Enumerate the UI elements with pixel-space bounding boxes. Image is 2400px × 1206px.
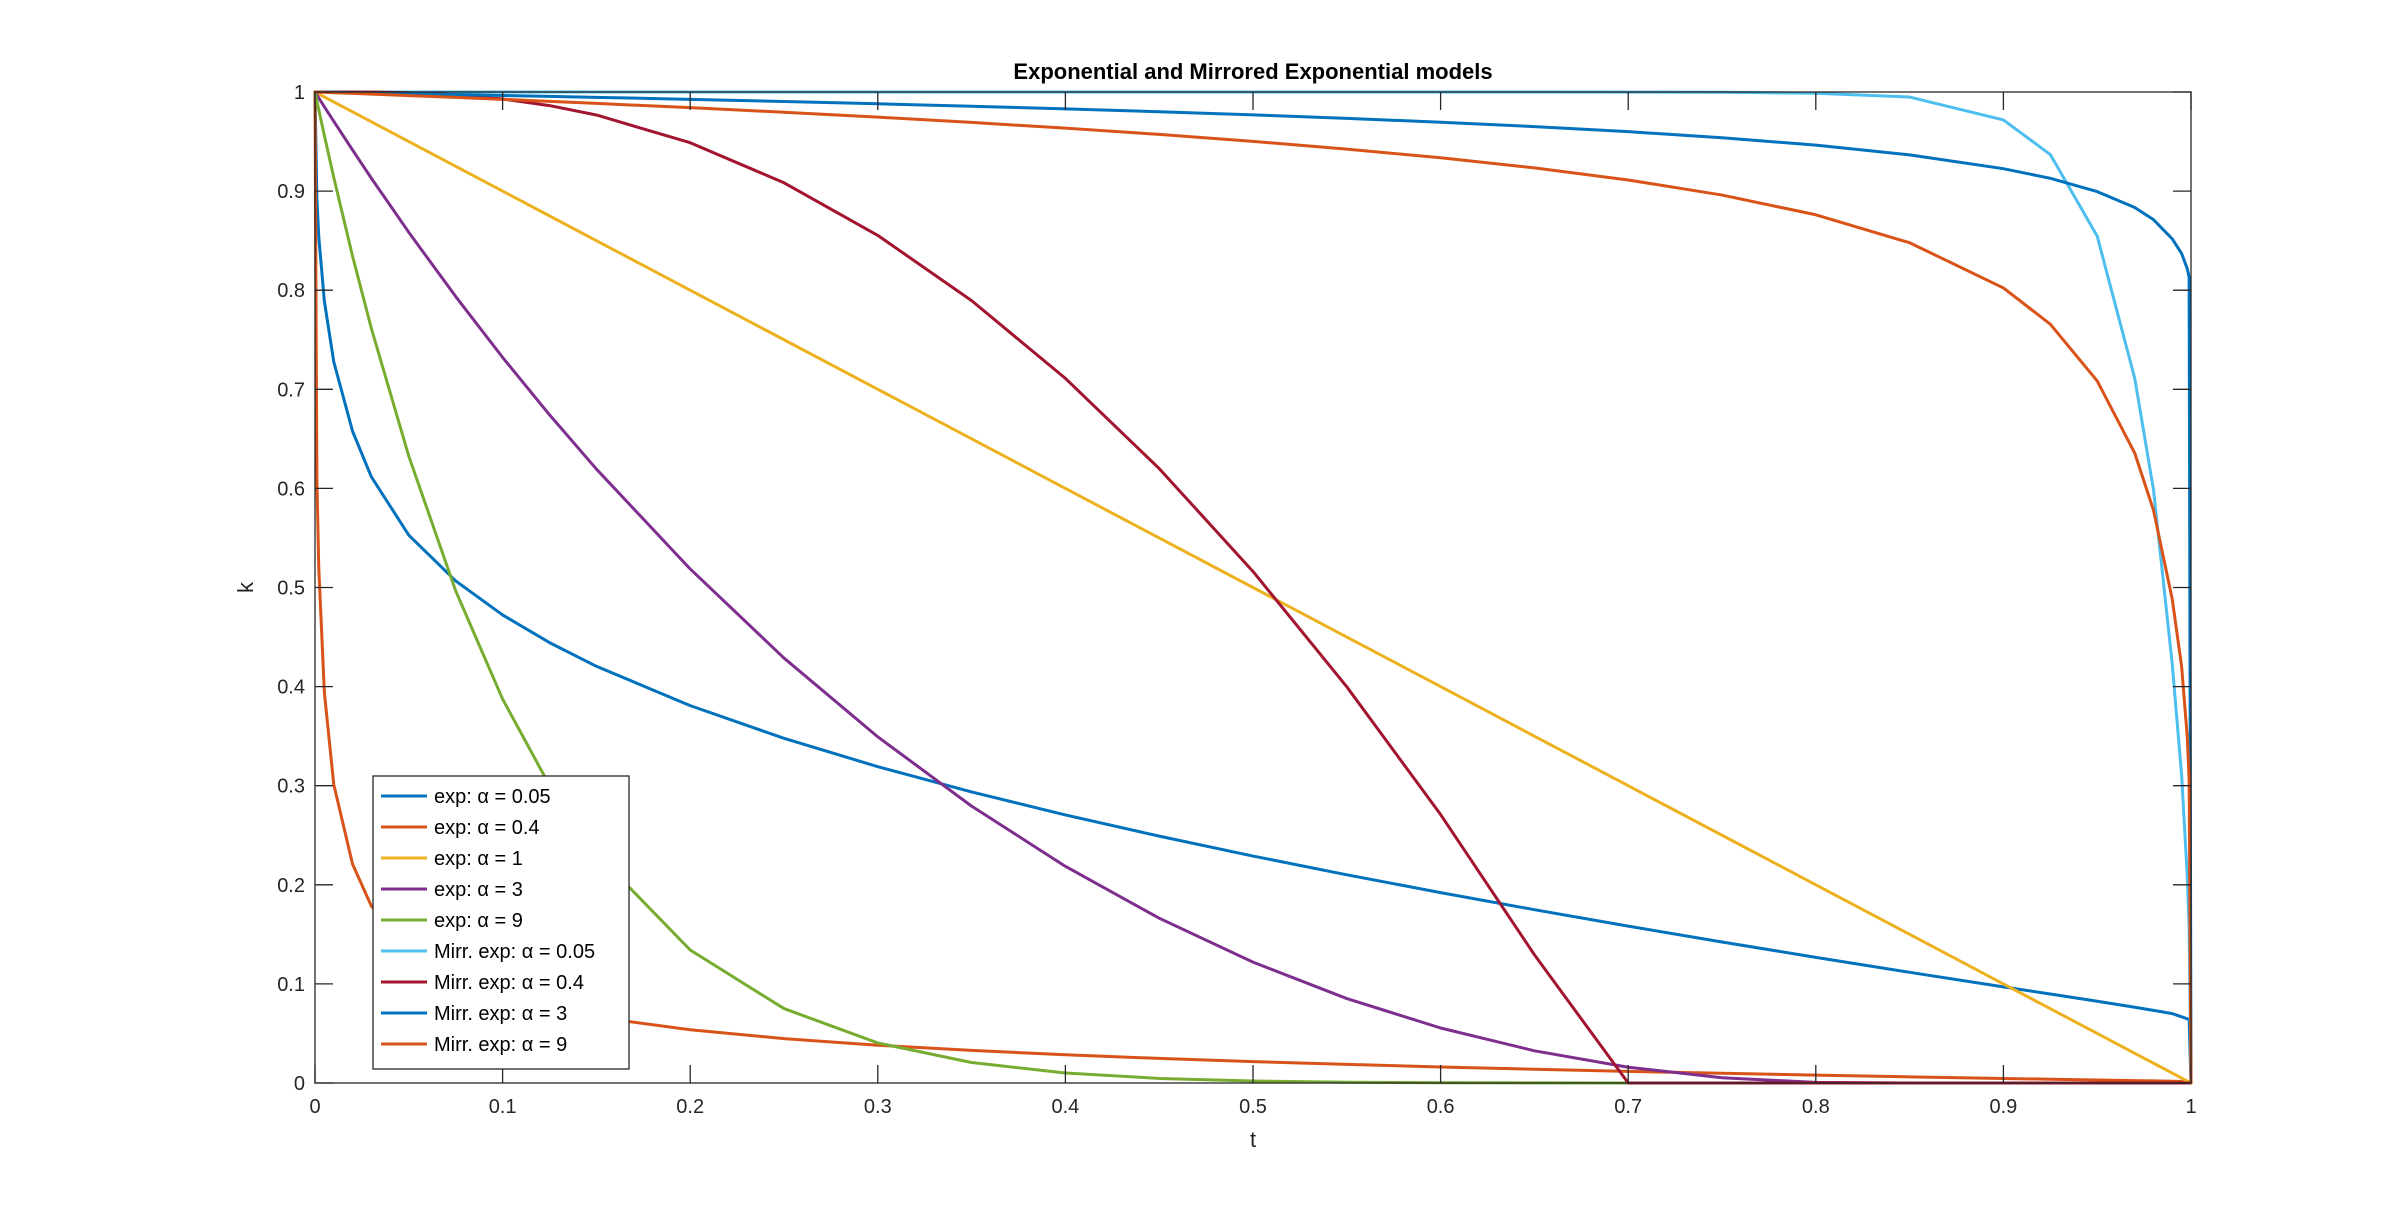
series-line-9 [313, 90, 2193, 1085]
x-tick-label: 0.5 [1239, 1096, 1267, 1118]
series-line-3 [313, 90, 2193, 1085]
legend-entry-1: exp: α = 0.05 [434, 786, 551, 808]
y-tick-label: 0.1 [277, 974, 305, 996]
x-axis-label: t [1250, 1127, 1256, 1152]
y-axis-label: k [233, 581, 258, 593]
legend-entry-5: exp: α = 9 [434, 910, 523, 932]
y-tick-label: 0 [294, 1073, 305, 1095]
y-tick-label: 0.7 [277, 379, 305, 401]
legend-box [372, 775, 630, 1070]
legend-entry-2: exp: α = 0.4 [434, 817, 540, 839]
legend: exp: α = 0.05 exp: α = 0.4 exp: α = 1 exp: … [372, 775, 630, 1070]
y-tick-label: 0.2 [277, 875, 305, 897]
legend-entry-7: Mirr. exp: α = 0.4 [434, 972, 584, 994]
y-tick-label: 0.4 [277, 677, 305, 699]
y-tick-label: 0.6 [277, 478, 305, 500]
x-tick-label: 0.3 [864, 1096, 892, 1118]
series-line-2 [313, 90, 2193, 1085]
legend-entry-9: Mirr. exp: α = 9 [434, 1034, 567, 1056]
legend-entry-6: Mirr. exp: α = 0.05 [434, 941, 595, 963]
x-tick-label: 0.2 [676, 1096, 704, 1118]
y-tick-label: 0.3 [277, 776, 305, 798]
x-tick-label: 0.1 [489, 1096, 517, 1118]
x-tick-label: 0.6 [1427, 1096, 1455, 1118]
chart-title: Exponential and Mirrored Exponential mod… [1013, 59, 1492, 84]
x-tick-label: 0.9 [1989, 1096, 2017, 1118]
y-tick-label: 0.9 [277, 181, 305, 203]
y-tick-label: 0.8 [277, 280, 305, 302]
x-tick-label: 0 [309, 1096, 320, 1118]
x-tick-label: 0.7 [1614, 1096, 1642, 1118]
legend-entry-8: Mirr. exp: α = 3 [434, 1003, 567, 1025]
x-tick-label: 1 [2185, 1096, 2196, 1118]
x-tick-label: 0.8 [1802, 1096, 1830, 1118]
y-tick-label: 1 [294, 82, 305, 104]
axes: 0 0.1 0.2 0.3 0.4 0.5 0.6 0.7 0.8 0.9 1 0 0.1 0.2 0.3 0… [277, 82, 2196, 1118]
y-tick-label: 0.5 [277, 578, 305, 600]
legend-entry-3: exp: α = 1 [434, 848, 523, 870]
legend-entry-4: exp: α = 3 [434, 879, 523, 901]
x-tick-label: 0.4 [1051, 1096, 1079, 1118]
series-line-1 [313, 90, 2193, 1085]
